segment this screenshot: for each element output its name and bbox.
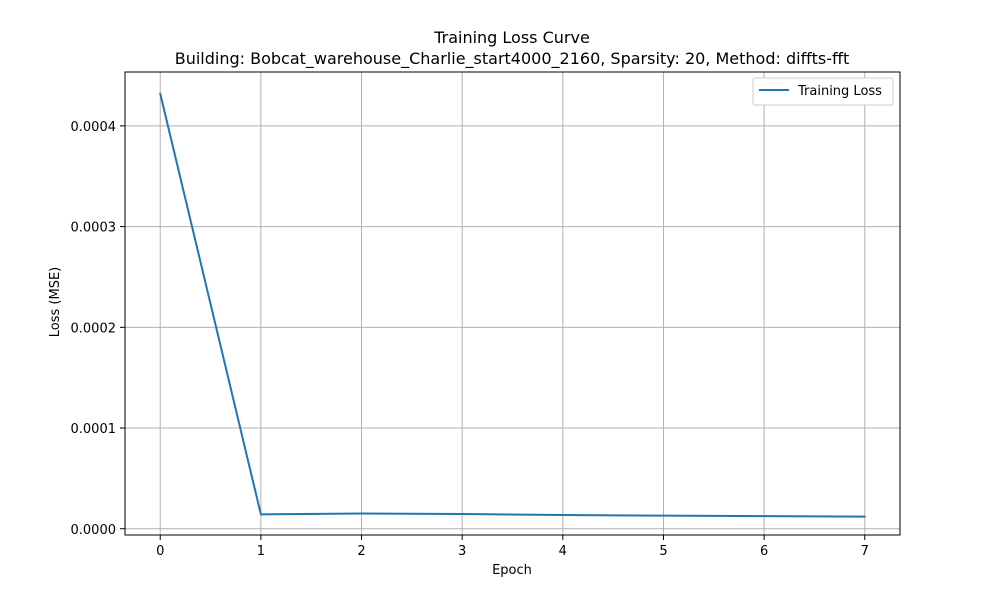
- x-tick-label: 4: [559, 544, 567, 559]
- y-axis-label: Loss (MSE): [48, 267, 63, 337]
- legend-label: Training Loss: [797, 84, 882, 99]
- legend: Training Loss: [753, 78, 893, 105]
- y-tick-label: 0.0004: [71, 120, 117, 135]
- x-tick-label: 1: [257, 544, 265, 559]
- x-tick-label: 5: [659, 544, 667, 559]
- x-axis-label: Epoch: [492, 563, 532, 578]
- y-tick-label: 0.0001: [71, 422, 117, 437]
- chart-title: Training Loss Curve: [433, 28, 590, 47]
- x-tick-label: 3: [458, 544, 466, 559]
- y-tick-label: 0.0000: [71, 523, 117, 538]
- chart-subtitle: Building: Bobcat_warehouse_Charlie_start…: [175, 49, 850, 69]
- x-tick-label: 0: [156, 544, 164, 559]
- x-tick-label: 6: [760, 544, 768, 559]
- x-tick-label: 2: [357, 544, 365, 559]
- y-tick-label: 0.0003: [71, 221, 117, 236]
- x-tick-label: 7: [861, 544, 869, 559]
- y-tick-label: 0.0002: [71, 321, 117, 336]
